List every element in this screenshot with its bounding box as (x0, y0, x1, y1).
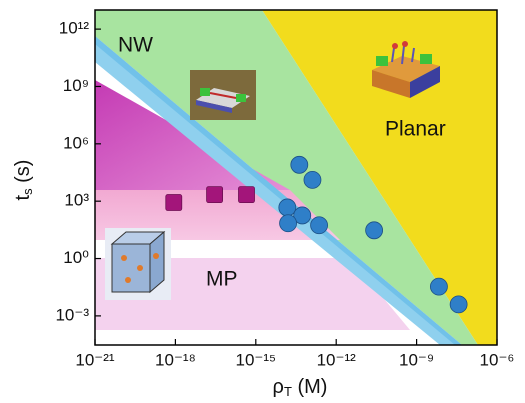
inset-side (410, 66, 440, 98)
inset-layer (196, 100, 232, 113)
x-tick-label: 10⁻¹⁵ (236, 350, 277, 369)
annotation: MP (206, 268, 238, 291)
y-label-unit: (s) (12, 160, 34, 189)
inset-wire (209, 92, 237, 99)
circle-point (290, 155, 309, 174)
x-tick-label: 10⁻⁶ (480, 350, 515, 369)
annotation: NW (118, 34, 153, 57)
nw-inset (190, 70, 256, 120)
inset-probe (401, 45, 405, 65)
y-axis-label: ts (s) (12, 160, 35, 201)
x-label-main: ρ (273, 376, 284, 398)
inset-cube-front (111, 243, 151, 293)
inset-cube-side (149, 230, 165, 294)
x-label-unit: (M) (292, 376, 328, 398)
inset-target (392, 43, 398, 49)
circle-point (430, 277, 448, 296)
planar-inset (372, 41, 440, 98)
y-label-main: t (12, 194, 34, 200)
y-tick-label: 10³ (64, 191, 89, 210)
x-axis-label: ρT (M) (273, 376, 328, 399)
circle-point (365, 221, 384, 240)
plot-frame (94, 9, 498, 346)
inset-electrode (420, 54, 432, 64)
circle-point (293, 206, 312, 225)
x-tick-label: 10⁻¹⁸ (155, 350, 196, 369)
circle-point (303, 170, 322, 189)
blue-band-edge (95, 36, 462, 345)
circle-point (279, 214, 297, 233)
inset-particle (153, 253, 159, 259)
y-tick-label: 10⁶ (63, 133, 89, 152)
y-label-sub: s (20, 188, 35, 195)
x-tick-label: 10⁻¹² (317, 350, 357, 369)
inset-electrode (376, 56, 388, 66)
x-tick-label: 10⁻⁹ (399, 350, 434, 369)
inset-probe (391, 47, 395, 63)
square-point (238, 186, 255, 204)
y-tick-label: 10⁹ (63, 76, 89, 95)
x-label-sub: T (284, 384, 292, 399)
planar-region (262, 10, 497, 345)
inset-electrode (200, 88, 210, 96)
circle-point (310, 216, 328, 235)
y-tick-label: 10⁰ (63, 248, 89, 267)
square-point (206, 186, 223, 204)
mp-region-low (95, 258, 410, 330)
inset-particle (125, 277, 131, 283)
annotation: Planar (385, 118, 446, 141)
y-tick-label: 10⁻³ (55, 305, 89, 324)
inset-target (402, 41, 408, 47)
inset-particle (121, 255, 127, 261)
inset-side (372, 70, 410, 98)
inset-probe (411, 47, 415, 63)
mp-inset (105, 228, 171, 300)
circle-point (278, 198, 297, 217)
inset-particle (137, 265, 143, 271)
inset-electrode (236, 94, 246, 102)
y-tick-label: 10¹² (59, 19, 90, 38)
x-tick-label: 10⁻²¹ (75, 350, 115, 369)
circle-point (449, 295, 468, 314)
square-point (165, 194, 183, 211)
